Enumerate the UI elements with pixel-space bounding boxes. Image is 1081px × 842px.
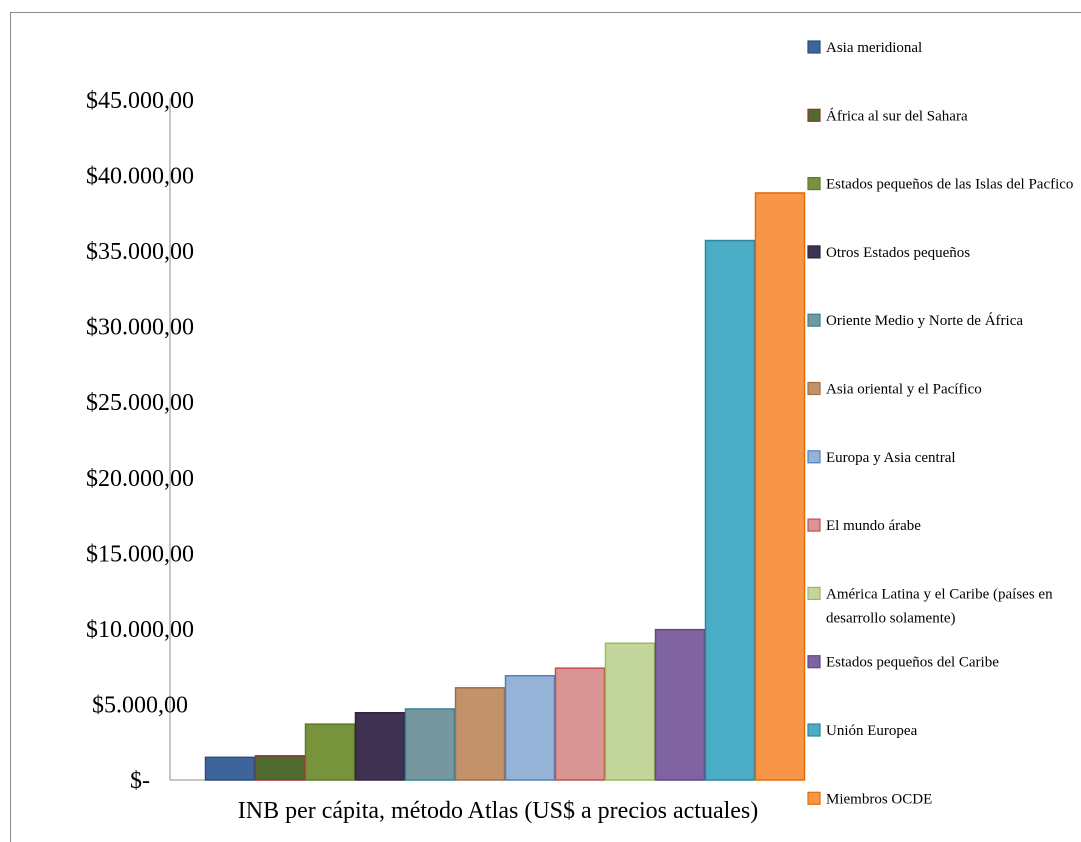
legend-swatch (807, 40, 821, 54)
legend-swatch (807, 450, 821, 464)
y-tick-label: $40.000,00 (86, 164, 194, 190)
legend-label: Estados pequeños de las Islas del Pacfic… (826, 177, 1073, 193)
legend-label: Miembros OCDE (826, 791, 932, 807)
bar (304, 723, 356, 781)
legend-swatch (807, 723, 821, 737)
legend-swatch (807, 791, 821, 805)
legend: Asia meridional África al sur del Sahara E… (807, 40, 1073, 807)
bars-group (204, 192, 806, 781)
x-axis-title: INB per cápita, método Atlas (US$ a prec… (238, 798, 759, 824)
bar (454, 687, 506, 781)
bar (654, 628, 706, 781)
bar (404, 708, 456, 781)
legend-label: América Latina y el Caribe (países en des… (826, 586, 1053, 626)
legend-label: Estados pequeños del Caribe (826, 655, 999, 671)
legend-label: Otros Estados pequeños (826, 245, 970, 261)
legend-swatch (807, 313, 821, 327)
y-tick-label: $- (130, 768, 150, 794)
bar (354, 712, 406, 781)
legend-label: África al sur del Sahara (826, 107, 968, 124)
y-tick-label: $35.000,00 (86, 239, 194, 265)
y-tick-label: $10.000,00 (86, 617, 194, 643)
legend-label: El mundo árabe (826, 518, 921, 534)
bar (554, 667, 606, 781)
legend-label: Europa y Asia central (826, 450, 956, 466)
y-tick-label: $45.000,00 (86, 88, 194, 114)
legend-swatch (807, 586, 821, 601)
legend-swatch (807, 108, 821, 122)
legend-label: Oriente Medio y Norte de África (826, 312, 1023, 329)
legend-swatch (807, 518, 821, 532)
legend-swatch (807, 177, 821, 191)
legend-swatch (807, 245, 821, 259)
y-tick-labels: $- $5.000,00 $10.000,00 $15.000,00 $20.000,0… (86, 88, 194, 794)
bar (204, 756, 256, 781)
bar (704, 239, 756, 781)
y-tick-label: $25.000,00 (86, 390, 194, 416)
y-tick-label: $15.000,00 (86, 541, 194, 567)
legend-label: Asia meridional (826, 40, 922, 56)
bar (604, 642, 656, 781)
legend-swatch (807, 655, 821, 669)
bar (754, 192, 806, 781)
chart-frame (10, 12, 1081, 842)
y-tick-label: $20.000,00 (86, 466, 194, 492)
y-tick-label: $5.000,00 (92, 692, 188, 718)
bar (254, 755, 306, 781)
bar (504, 674, 556, 781)
y-tick-label: $30.000,00 (86, 315, 194, 341)
legend-label: Unión Europea (826, 723, 918, 739)
legend-label: Asia oriental y el Pacífico (826, 382, 982, 398)
legend-swatch (807, 381, 821, 396)
